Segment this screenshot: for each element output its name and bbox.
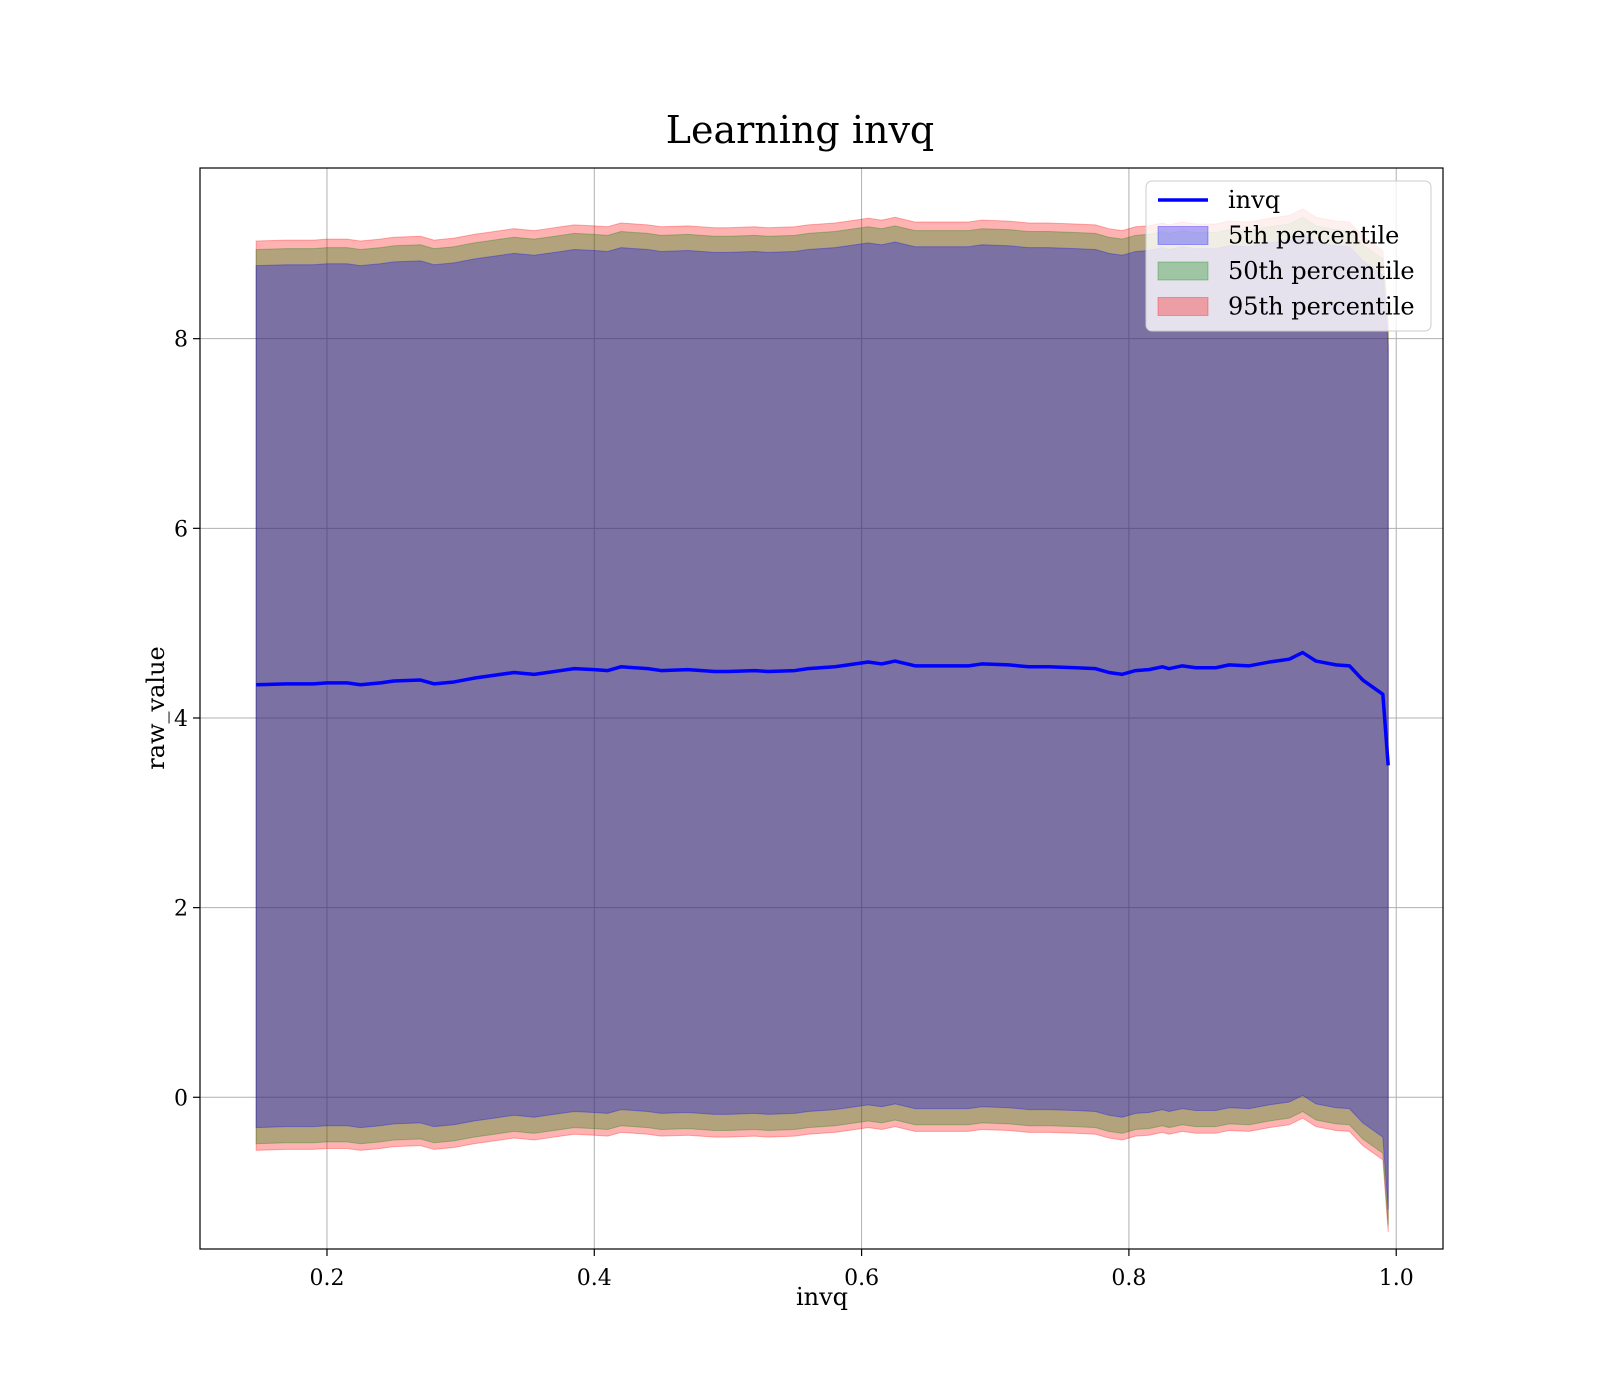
legend-patch-swatch <box>1157 226 1209 245</box>
y-tick-label: 2 <box>174 897 188 922</box>
x-tick-label: 0.6 <box>844 1266 879 1291</box>
legend-label: 5th percentile <box>1228 222 1399 250</box>
chart-title: Learning invq <box>666 108 934 152</box>
y-tick-label: 4 <box>174 707 188 732</box>
legend: invq 5th percentile 50th percentile 95th pe… <box>1145 180 1432 332</box>
legend-patch-swatch <box>1157 261 1209 281</box>
x-axis-label: invq <box>796 1283 848 1311</box>
legend-box <box>1145 180 1432 332</box>
x-tick-label: 1.0 <box>1379 1266 1414 1291</box>
y-tick-label: 8 <box>174 328 188 353</box>
band-5th-percentile <box>255 232 1389 1210</box>
legend-label: 50th percentile <box>1228 257 1415 285</box>
legend-label: invq <box>1228 186 1280 214</box>
legend-label: 95th percentile <box>1228 293 1415 321</box>
x-tick-label: 0.4 <box>577 1266 612 1291</box>
y-tick-label: 0 <box>174 1086 188 1111</box>
grid <box>200 168 1443 1249</box>
plot-area-frame <box>199 167 1444 1250</box>
band-95th-percentile <box>255 208 1389 1232</box>
percentile-bands <box>255 208 1389 1232</box>
x-axis-ticks: 0.2 0.4 0.6 0.8 1.0 <box>309 1249 1414 1291</box>
x-tick-label: 0.2 <box>309 1266 344 1291</box>
legend-patch-swatch <box>1157 297 1209 316</box>
band-50th-percentile <box>255 216 1389 1226</box>
x-tick-label: 0.8 <box>1111 1266 1146 1291</box>
y-tick-label: 6 <box>174 517 188 542</box>
y-axis-ticks: 0 2 4 6 8 <box>174 328 200 1111</box>
series-line-invq <box>256 650 1390 766</box>
y-axis-label: raw_value <box>142 646 170 770</box>
series-lines <box>256 650 1390 766</box>
